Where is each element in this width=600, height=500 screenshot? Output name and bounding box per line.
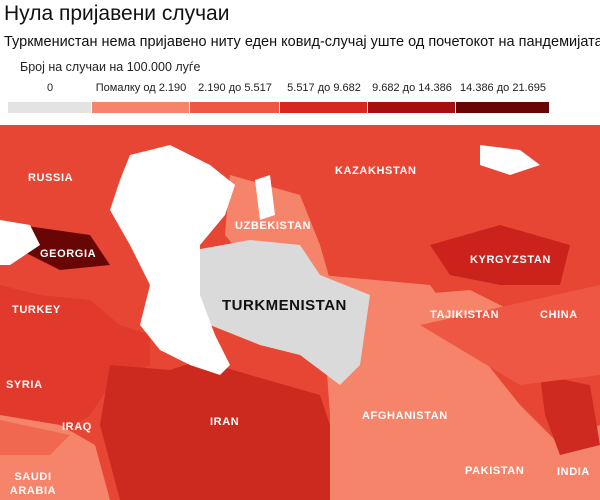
country-label: SAUDI ARABIA: [9, 471, 57, 497]
country-label: UZBEKISTAN: [235, 220, 312, 232]
country-label: IRAN: [210, 416, 240, 428]
legend-item: 14.386 до 21.695: [456, 80, 550, 116]
legend-label: 2.190 до 5.517: [198, 82, 272, 94]
legend-label: Помалку од 2.190: [95, 82, 187, 94]
legend-title: Број на случаи на 100.000 луѓе: [20, 60, 201, 74]
legend-label: 0: [46, 82, 54, 94]
country-label: INDIA: [557, 466, 590, 478]
country-label: SYRIA: [6, 379, 43, 391]
legend-label: 5.517 до 9.682: [287, 82, 361, 94]
legend-swatch: [8, 102, 91, 113]
title: Нула пријавени случаи: [4, 2, 230, 25]
subtitle: Туркменистан нема пријавено ниту еден ко…: [4, 34, 600, 50]
country-label: CHINA: [540, 309, 578, 321]
country-label: GEORGIA: [40, 248, 97, 260]
legend-item: Помалку од 2.190: [92, 80, 190, 116]
country-label: RUSSIA: [28, 172, 74, 184]
legend-item: 5.517 до 9.682: [280, 80, 368, 116]
country-label: PAKISTAN: [465, 465, 525, 477]
map: [0, 125, 600, 500]
legend-swatch: [280, 102, 367, 113]
legend-label: 14.386 до 21.695: [460, 82, 546, 94]
country-label: TAJIKISTAN: [430, 309, 500, 321]
legend-swatch: [190, 102, 279, 113]
legend-swatch: [368, 102, 455, 113]
country-label: AFGHANISTAN: [362, 410, 448, 422]
country-label: KYRGYZSTAN: [470, 254, 551, 266]
country-label: TURKEY: [12, 304, 61, 316]
legend-item: 2.190 до 5.517: [190, 80, 280, 116]
country-label: KAZAKHSTAN: [335, 165, 417, 177]
legend-item: 0: [8, 80, 92, 116]
legend-item: 9.682 до 14.386: [368, 80, 456, 116]
country-label: IRAQ: [62, 421, 92, 433]
legend: 0 Помалку од 2.190 2.190 до 5.517 5.517 до …: [8, 80, 553, 116]
legend-swatch: [456, 102, 549, 113]
legend-label: 9.682 до 14.386: [372, 82, 452, 94]
country-label: TURKMENISTAN: [222, 297, 347, 314]
legend-swatch: [92, 102, 189, 113]
